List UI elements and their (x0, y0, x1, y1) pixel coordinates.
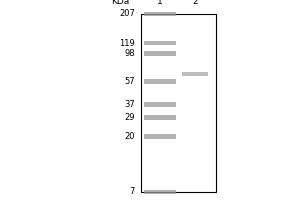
Text: 29: 29 (124, 113, 135, 122)
Bar (144, 41, 176, 45)
Bar (144, 12, 176, 16)
Text: 37: 37 (124, 100, 135, 109)
Text: 1: 1 (157, 0, 163, 6)
Bar (144, 51, 176, 56)
Bar (144, 79, 176, 84)
Bar (144, 134, 176, 139)
Bar (144, 102, 176, 107)
Text: 7: 7 (130, 188, 135, 196)
Bar (144, 190, 176, 194)
Text: 98: 98 (124, 49, 135, 58)
Text: 207: 207 (119, 9, 135, 19)
Text: 57: 57 (124, 77, 135, 86)
Text: 20: 20 (124, 132, 135, 141)
Text: 119: 119 (119, 39, 135, 48)
Bar (141, 14, 216, 192)
Bar (144, 115, 176, 120)
Text: KDa: KDa (111, 0, 129, 6)
Text: 2: 2 (192, 0, 198, 6)
Bar (182, 72, 208, 76)
